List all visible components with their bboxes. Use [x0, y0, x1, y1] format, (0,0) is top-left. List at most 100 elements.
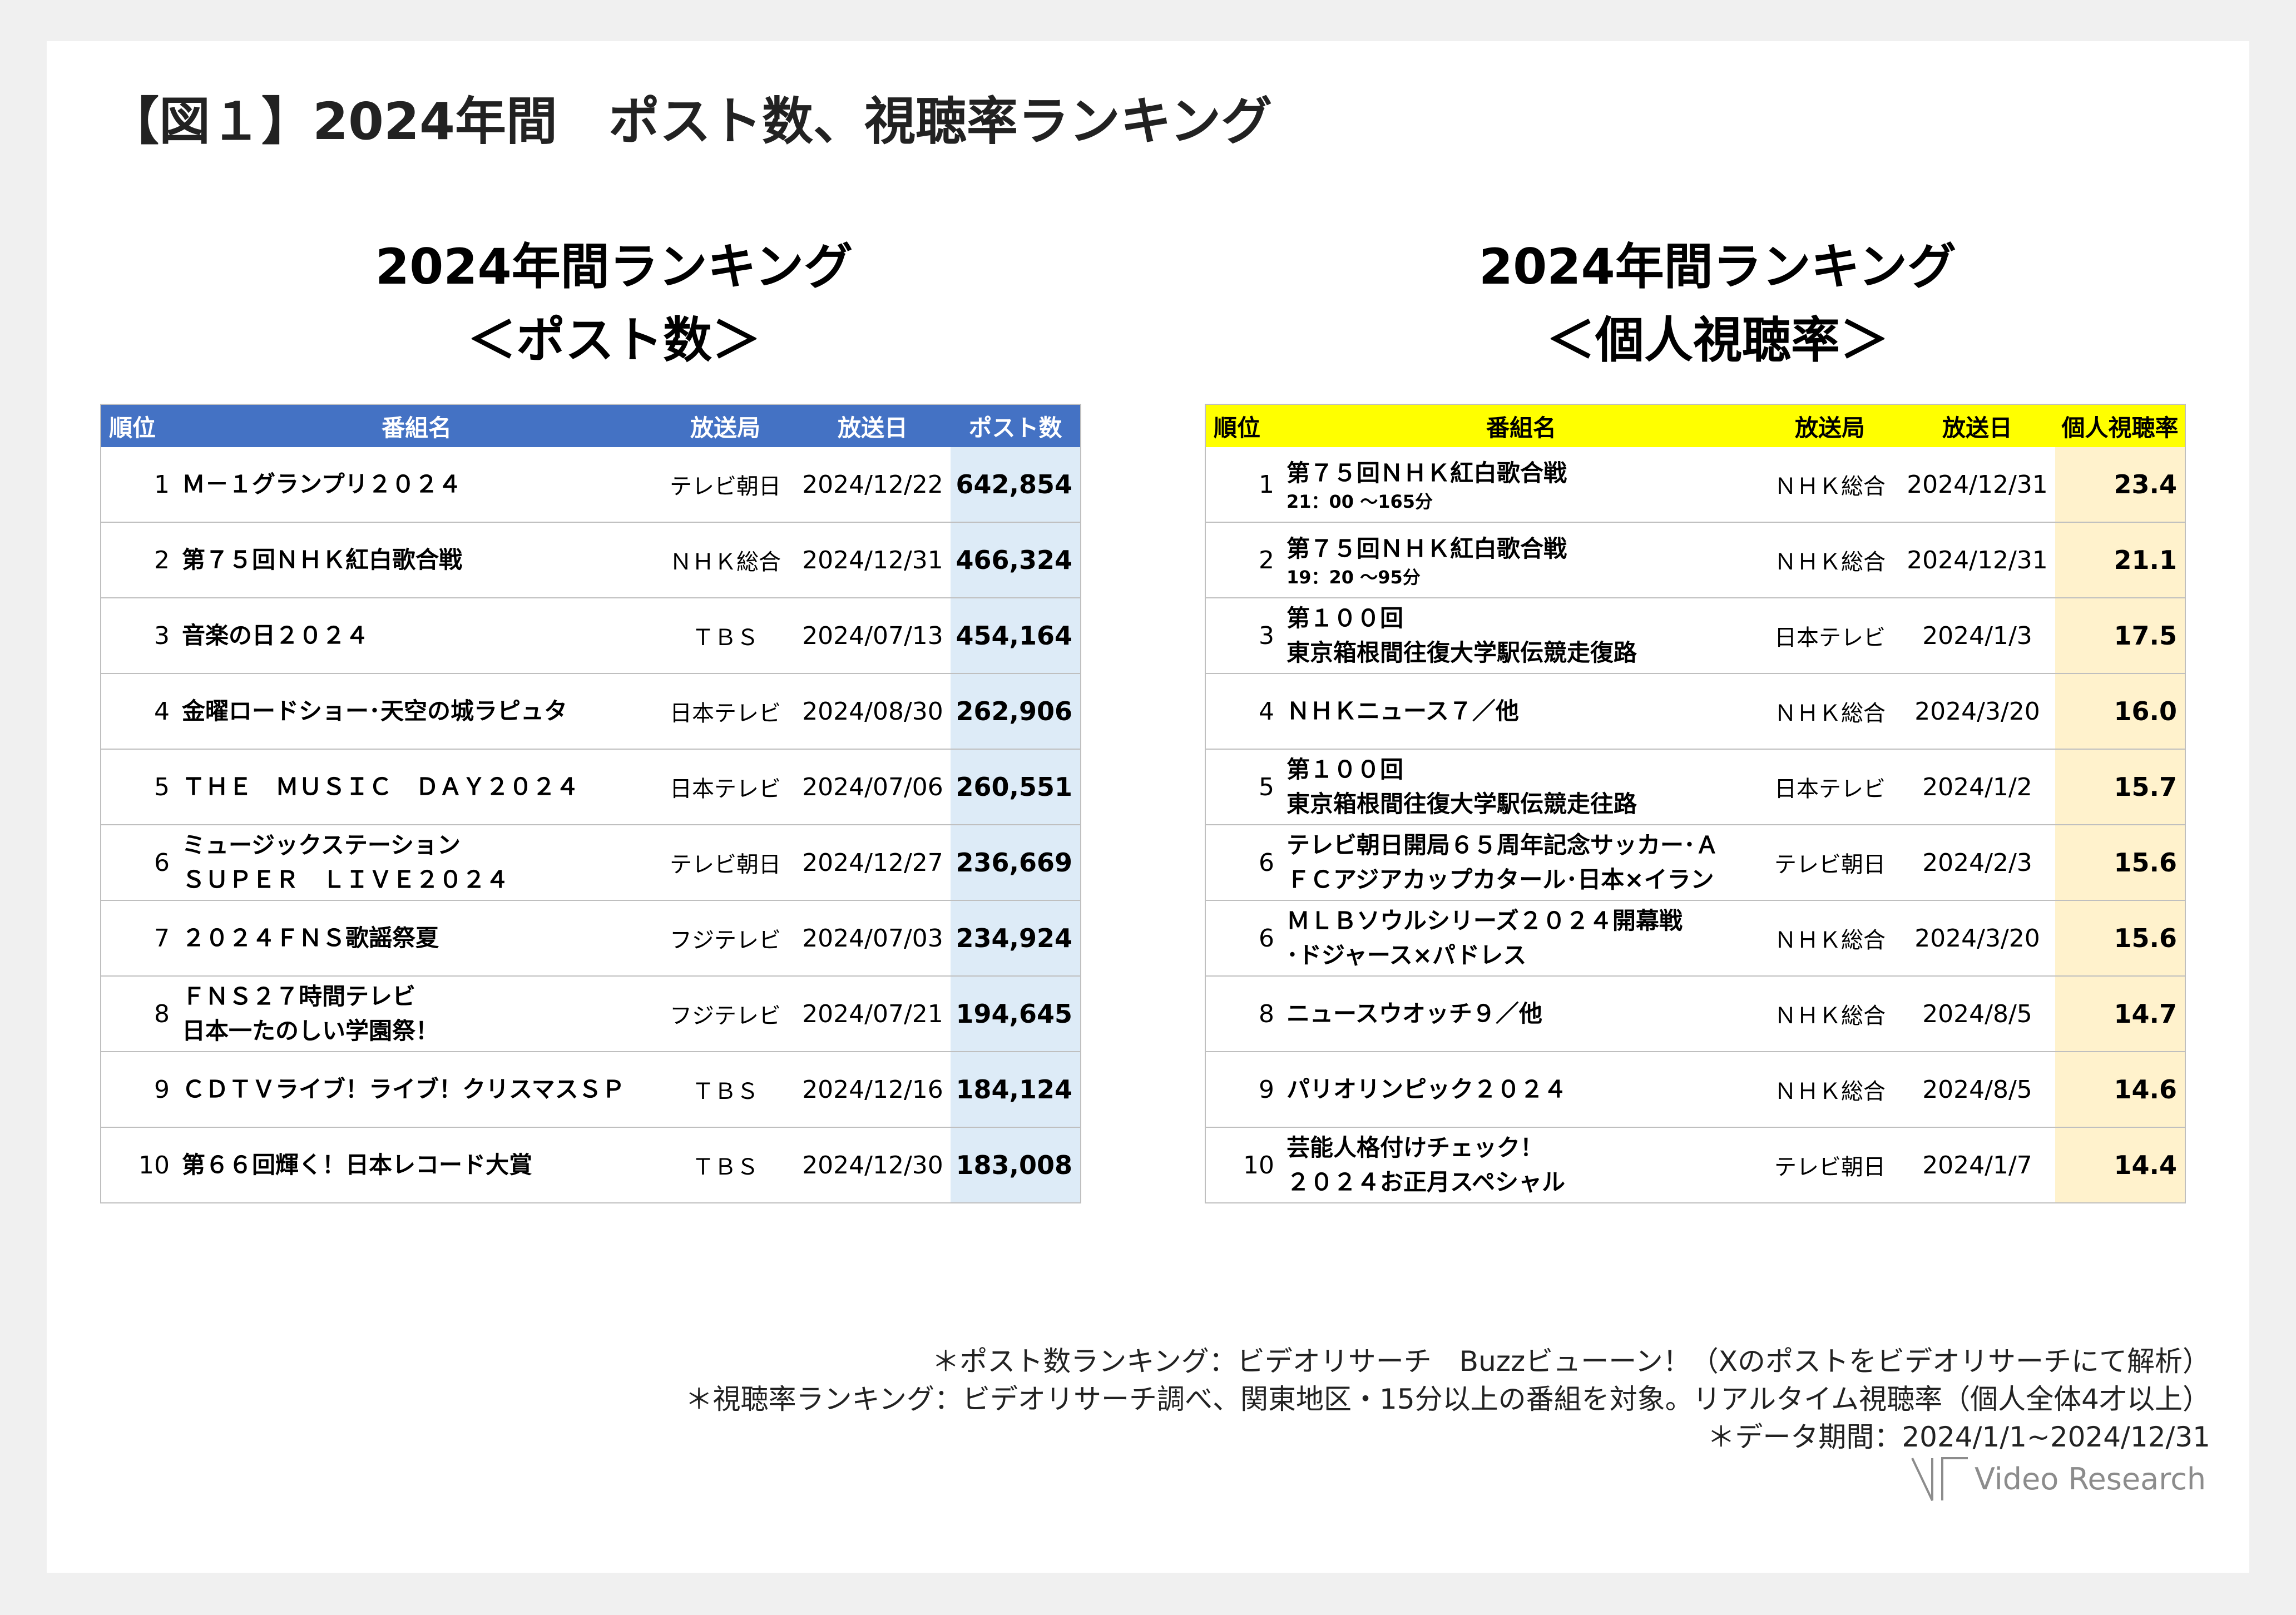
slide: 【図１】2024年間 ポスト数、視聴率ランキング 2024年間ランキング ＜ポス… [47, 41, 2249, 1573]
rank-cell: 3 [101, 598, 177, 674]
date-cell: 2024/8/5 [1899, 976, 2055, 1052]
ratings-header-row: 順位 番組名 放送局 放送日 個人視聴率 [1205, 404, 2185, 447]
program-name-line: ミュージックステーション [182, 831, 461, 859]
table-row: 9 パリオリンピック２０２４ ＮＨＫ総合 2024/8/5 14.6 [1205, 1052, 2185, 1128]
header-rank: 順位 [1205, 404, 1282, 447]
rating-value-cell: 15.6 [2055, 825, 2185, 901]
table-row: 7 ２０２４ＦＮＳ歌謡祭夏 フジテレビ 2024/07/03 234,924 [101, 900, 1081, 977]
footnote-ratings: ＊視聴率ランキング：ビデオリサーチ調べ、関東地区・15分以上の番組を対象。リアル… [685, 1383, 2210, 1415]
header-program: 番組名 [1282, 404, 1760, 447]
posts-value-cell: 642,854 [951, 447, 1081, 523]
posts-section-title: 2024年間ランキング ＜ポスト数＞ [125, 230, 1104, 377]
page-title: 【図１】2024年間 ポスト数、視聴率ランキング [108, 92, 1273, 151]
program-name-line: 第１００回 [1286, 605, 1404, 632]
date-cell: 2024/07/06 [795, 749, 951, 825]
header-date: 放送日 [795, 404, 951, 447]
program-name-line: 東京箱根間往復大学駅伝競走往路 [1286, 790, 1637, 818]
program-time-note: 21：00 ～165分 [1286, 491, 1433, 512]
posts-value-cell: 194,645 [951, 976, 1081, 1052]
program-name-line: 東京箱根間往復大学駅伝競走復路 [1286, 639, 1637, 666]
station-cell: ＮＨＫ総合 [1760, 673, 1899, 750]
header-rating: 個人視聴率 [2055, 404, 2185, 447]
program-cell: Ｍ－１グランプリ２０２４ [177, 447, 656, 523]
rank-cell: 1 [101, 447, 177, 523]
station-cell: テレビ朝日 [1760, 1127, 1899, 1203]
footnote-posts: ＊ポスト数ランキング：ビデオリサーチ Buzzビューーン！（Xのポストをビデオリ… [932, 1345, 2210, 1378]
program-name-line: 芸能人格付けチェック！ [1286, 1134, 1544, 1161]
date-cell: 2024/12/27 [795, 825, 951, 901]
station-cell: ＮＨＫ総合 [1760, 1052, 1899, 1128]
video-research-logo-icon [1911, 1457, 1968, 1501]
rating-value-cell: 17.5 [2055, 598, 2185, 674]
program-cell: 第１００回東京箱根間往復大学駅伝競走復路 [1282, 598, 1760, 674]
posts-value-cell: 454,164 [951, 598, 1081, 674]
program-cell: ＴＨＥ ＭＵＳＩＣ ＤＡＹ２０２４ [177, 749, 656, 825]
ratings-title-line1: 2024年間ランキング [1478, 238, 1957, 295]
program-cell: ＭＬＢソウルシリーズ２０２４開幕戦 ･ドジャース×パドレス [1282, 900, 1760, 977]
rank-cell: 5 [101, 749, 177, 825]
date-cell: 2024/1/2 [1899, 749, 2055, 825]
program-cell: 金曜ロードショー･天空の城ラピュタ [177, 673, 656, 750]
table-row: 5 ＴＨＥ ＭＵＳＩＣ ＤＡＹ２０２４ 日本テレビ 2024/07/06 260,551 [101, 749, 1081, 825]
program-name-line: ２０２４ＦＮＳ歌謡祭夏 [182, 924, 439, 952]
program-name-line: ＦＮＳ２７時間テレビ [182, 983, 416, 1010]
program-time-note: 19：20 ～95分 [1286, 567, 1421, 588]
program-cell: ＣＤＴＶライブ！ライブ！クリスマスＳＰ [177, 1052, 656, 1128]
date-cell: 2024/8/5 [1899, 1052, 2055, 1128]
rating-value-cell: 14.6 [2055, 1052, 2185, 1128]
program-name-line: 音楽の日２０２４ [182, 622, 369, 649]
station-cell: テレビ朝日 [1760, 825, 1899, 901]
program-cell: 芸能人格付けチェック！ ２０２４お正月スペシャル [1282, 1127, 1760, 1203]
rating-value-cell: 23.4 [2055, 447, 2185, 523]
posts-value-cell: 183,008 [951, 1127, 1081, 1203]
program-cell: ミュージックステーション ＳＵＰＥＲ ＬＩＶＥ２０２４ [177, 825, 656, 901]
station-cell: ＴＢＳ [656, 1127, 795, 1203]
program-name-line: パリオリンピック２０２４ [1286, 1076, 1567, 1103]
table-row: 1 第７５回ＮＨＫ紅白歌合戦 21：00 ～165分 ＮＨＫ総合 2024/12/31 2… [1205, 447, 2185, 523]
table-row: 1 Ｍ－１グランプリ２０２４ テレビ朝日 2024/12/22 642,854 [101, 447, 1081, 523]
date-cell: 2024/12/31 [795, 522, 951, 598]
program-name-line: 第６６回輝く！日本レコード大賞 [182, 1151, 533, 1178]
table-row: 9 ＣＤＴＶライブ！ライブ！クリスマスＳＰ ＴＢＳ 2024/12/16 184,124 [101, 1052, 1081, 1128]
rank-cell: 2 [1205, 522, 1282, 598]
table-row: 3 音楽の日２０２４ ＴＢＳ 2024/07/13 454,164 [101, 598, 1081, 674]
program-name-line: ＮＨＫニュース７／他 [1286, 697, 1519, 725]
rank-cell: 8 [101, 976, 177, 1052]
footnotes: ＊ポスト数ランキング：ビデオリサーチ Buzzビューーン！（Xのポストをビデオリ… [685, 1342, 2210, 1456]
table-row: 2 第７５回ＮＨＫ紅白歌合戦 ＮＨＫ総合 2024/12/31 466,324 [101, 522, 1081, 598]
rank-cell: 5 [1205, 749, 1282, 825]
program-name-line: 第７５回ＮＨＫ紅白歌合戦 [1286, 535, 1567, 562]
program-name-line: ＳＵＰＥＲ ＬＩＶＥ２０２４ [182, 866, 509, 893]
program-cell: ２０２４ＦＮＳ歌謡祭夏 [177, 900, 656, 977]
rank-cell: 4 [1205, 673, 1282, 750]
date-cell: 2024/07/03 [795, 900, 951, 977]
program-name-line: 第７５回ＮＨＫ紅白歌合戦 [182, 546, 463, 573]
header-rank: 順位 [101, 404, 177, 447]
program-cell: パリオリンピック２０２４ [1282, 1052, 1760, 1128]
table-row: 6 ミュージックステーション ＳＵＰＥＲ ＬＩＶＥ２０２４ テレビ朝日 2024/12/… [101, 825, 1081, 901]
program-cell: 第７５回ＮＨＫ紅白歌合戦 19：20 ～95分 [1282, 522, 1760, 598]
rating-value-cell: 14.7 [2055, 976, 2185, 1052]
date-cell: 2024/12/22 [795, 447, 951, 523]
program-name-line: テレビ朝日開局６５周年記念サッカー･Ａ [1286, 831, 1719, 859]
program-name-line: 第７５回ＮＨＫ紅白歌合戦 [1286, 459, 1567, 487]
footnote-period: ＊データ期間：2024/1/1~2024/12/31 [1707, 1421, 2210, 1453]
ratings-title-line2: ＜個人視聴率＞ [1546, 311, 1889, 369]
station-cell: ＮＨＫ総合 [1760, 976, 1899, 1052]
posts-value-cell: 236,669 [951, 825, 1081, 901]
rank-cell: 3 [1205, 598, 1282, 674]
station-cell: テレビ朝日 [656, 447, 795, 523]
table-row: 10 第６６回輝く！日本レコード大賞 ＴＢＳ 2024/12/30 183,008 [101, 1127, 1081, 1203]
rank-cell: 8 [1205, 976, 1282, 1052]
date-cell: 2024/12/30 [795, 1127, 951, 1203]
date-cell: 2024/3/20 [1899, 900, 2055, 977]
date-cell: 2024/07/13 [795, 598, 951, 674]
date-cell: 2024/1/7 [1899, 1127, 2055, 1203]
rank-cell: 6 [1205, 900, 1282, 977]
program-name-line: ＦＣアジアカップカタール･日本×イラン [1286, 866, 1714, 893]
video-research-logo: Video Research [1910, 1454, 2206, 1504]
rank-cell: 10 [1205, 1127, 1282, 1203]
date-cell: 2024/12/31 [1899, 447, 2055, 523]
rating-value-cell: 15.6 [2055, 900, 2185, 977]
program-cell: テレビ朝日開局６５周年記念サッカー･Ａ ＦＣアジアカップカタール･日本×イラン [1282, 825, 1760, 901]
